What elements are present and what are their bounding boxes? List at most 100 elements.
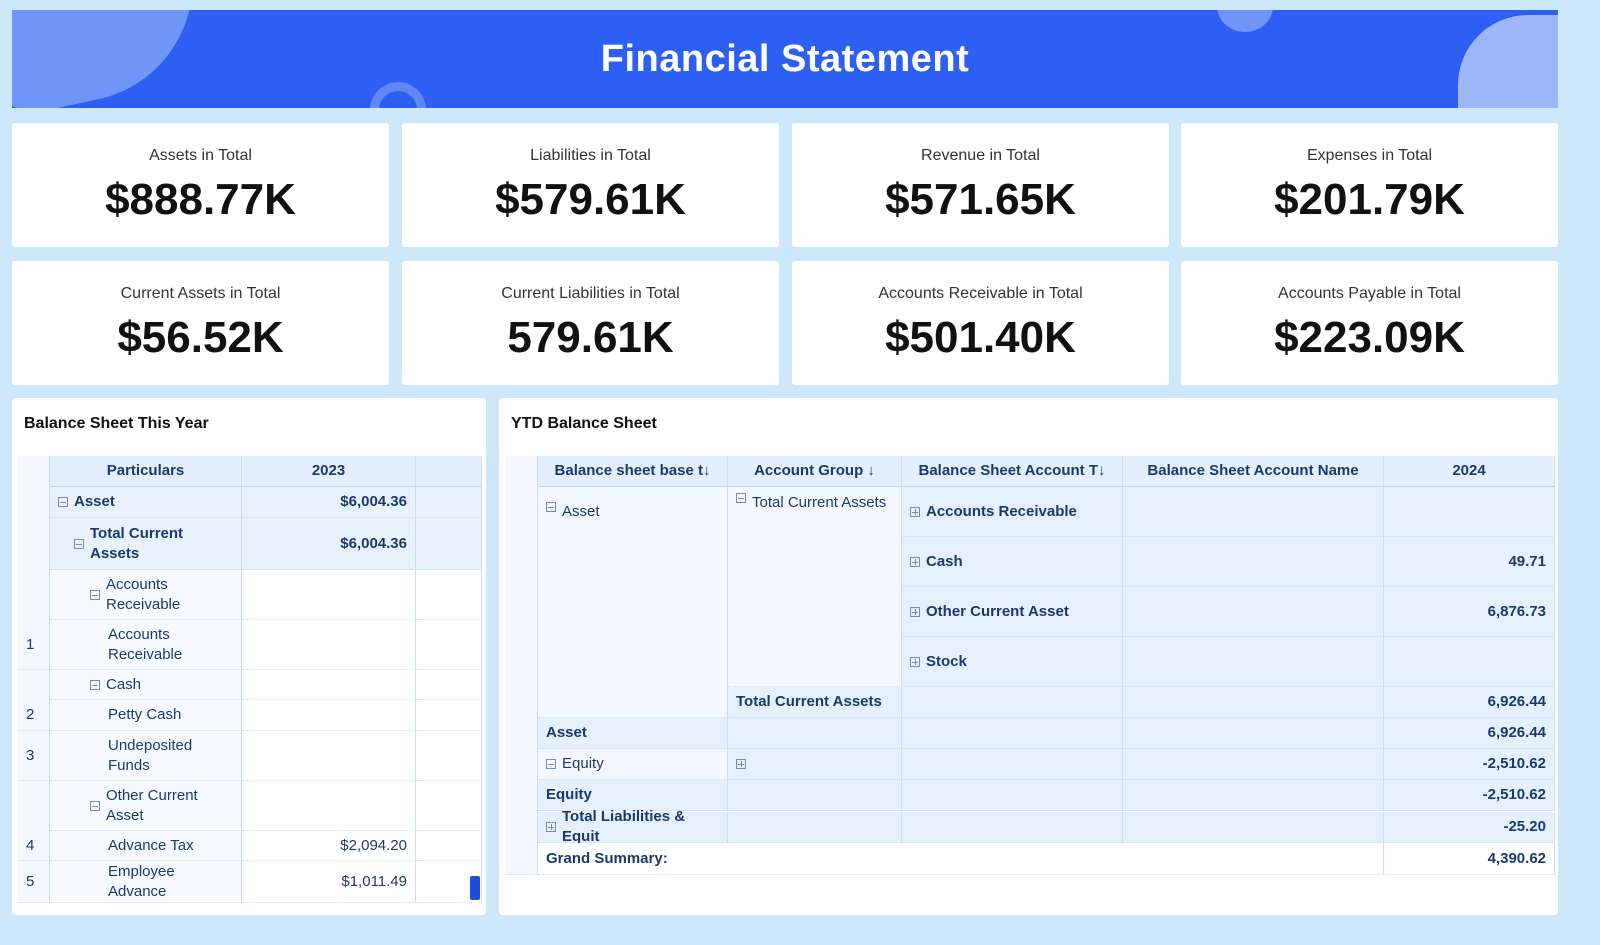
scroll-left-button[interactable] <box>470 876 480 900</box>
c[interactable] <box>728 749 902 780</box>
cell-text: Other Current Asset <box>106 786 198 824</box>
row-value: $1,011.49 <box>242 861 416 903</box>
expand-icon[interactable] <box>910 556 920 567</box>
cell-text: Asset <box>74 493 115 510</box>
c <box>902 812 1123 843</box>
row-label: Asset <box>538 718 728 749</box>
row-label[interactable]: Total Current Assets <box>50 518 242 570</box>
cell-text: Total Current Assets <box>752 494 887 511</box>
kpi-card: Revenue in Total $571.65K <box>792 123 1169 247</box>
row-label[interactable]: Other Current Asset <box>50 781 242 831</box>
row-label: Equity <box>538 780 728 811</box>
account-name <box>1123 487 1384 537</box>
row-value <box>242 700 416 731</box>
cell-text: Advance Tax <box>108 836 194 854</box>
row-label[interactable]: Total Liabilities & Equit <box>538 808 728 845</box>
cell-text: 2 <box>26 706 35 723</box>
collapse-icon[interactable] <box>546 759 556 769</box>
row-value <box>242 731 416 781</box>
cell-text: Petty Cash <box>108 706 182 723</box>
column-header: 2024 <box>1384 456 1555 487</box>
row-value <box>242 620 416 670</box>
row-label[interactable]: Asset <box>50 487 242 518</box>
kpi-value: $201.79K <box>1274 175 1465 224</box>
row-value <box>242 781 416 831</box>
c <box>1123 687 1384 718</box>
kpi-value: $571.65K <box>885 175 1076 224</box>
row-label[interactable]: Accounts Receivable <box>50 570 242 620</box>
kpi-label: Expenses in Total <box>1306 147 1433 164</box>
value-cell: -2,510.62 <box>1384 749 1555 780</box>
cell-text: Asset <box>546 724 587 741</box>
row-value <box>242 670 416 700</box>
kpi-label: Assets in Total <box>149 147 252 164</box>
collapse-icon[interactable] <box>90 679 100 690</box>
c <box>1123 780 1384 811</box>
c <box>902 780 1123 811</box>
cell-text: 5 <box>26 872 35 890</box>
account-type[interactable]: Cash <box>902 537 1123 587</box>
value-cell: 6,926.44 <box>1384 718 1555 749</box>
cell-text: Stock <box>926 652 967 670</box>
cell-text: Other Current Asset <box>926 602 1069 620</box>
c <box>1123 749 1384 780</box>
collapse-icon[interactable] <box>90 800 100 811</box>
column-header: Balance Sheet Account T↓ <box>902 456 1123 487</box>
cell-text: 4 <box>26 836 35 854</box>
collapse-icon[interactable] <box>736 493 746 503</box>
kpi-card: Current Liabilities in Total 579.61K <box>402 261 779 385</box>
expand-icon[interactable] <box>910 606 920 617</box>
value-cell: 49.71 <box>1384 537 1555 587</box>
account-type[interactable]: Accounts Receivable <box>902 487 1123 537</box>
expand-icon[interactable] <box>736 759 746 769</box>
cell-text: Employee Advance <box>108 862 175 900</box>
kpi-card: Current Assets in Total $56.52K <box>12 261 389 385</box>
c <box>1123 718 1384 749</box>
kpi-label: Liabilities in Total <box>530 147 651 164</box>
value-cell <box>1384 637 1555 687</box>
cell-text: 3 <box>26 746 35 764</box>
collapse-icon[interactable] <box>58 497 68 507</box>
blank-cell <box>416 731 482 781</box>
account-type[interactable]: Stock <box>902 637 1123 687</box>
cell-text: Undeposited Funds <box>108 736 193 774</box>
asset-group[interactable]: Asset <box>538 487 728 718</box>
cell-text: Cash <box>106 675 142 693</box>
cell-text: 49.71 <box>1508 552 1546 570</box>
decorative-dot <box>1217 10 1273 32</box>
column-header: Balance Sheet Account Name <box>1123 456 1384 487</box>
cell-text: -2,510.62 <box>1482 786 1546 803</box>
panel-title: Balance Sheet This Year <box>24 415 209 432</box>
cell-text: Total Current Assets <box>90 524 184 562</box>
cell-text: $6,004.36 <box>340 534 407 552</box>
cell-text: Equity <box>546 786 592 803</box>
cell-text: 6,926.44 <box>1487 724 1546 741</box>
grand-summary-value: 4,390.62 <box>1384 843 1555 875</box>
expand-icon[interactable] <box>910 506 920 517</box>
page-title: Financial Statement <box>600 38 970 80</box>
row-number-column <box>505 456 538 875</box>
row-number-column <box>18 456 50 903</box>
column-header: Account Group ↓ <box>728 456 902 487</box>
collapse-icon[interactable] <box>546 502 556 512</box>
kpi-card: Accounts Receivable in Total $501.40K <box>792 261 1169 385</box>
expand-icon[interactable] <box>910 656 920 667</box>
cell-text: $2,094.20 <box>340 836 407 854</box>
account-type[interactable]: Other Current Asset <box>902 587 1123 637</box>
account-name <box>1123 587 1384 637</box>
row-label[interactable]: Cash <box>50 670 242 700</box>
kpi-label: Accounts Payable in Total <box>1278 285 1461 302</box>
value-cell <box>1384 487 1555 537</box>
row-number: 5 <box>18 861 50 903</box>
collapse-icon[interactable] <box>74 538 84 549</box>
kpi-value: $888.77K <box>105 175 296 224</box>
collapse-icon[interactable] <box>90 589 100 600</box>
cell-text: Accounts Receivable <box>108 625 183 663</box>
account-group[interactable]: Total Current Assets <box>728 487 902 687</box>
row-label[interactable]: Equity <box>538 749 728 780</box>
expand-icon[interactable] <box>546 822 556 832</box>
row-label: Advance Tax <box>50 831 242 861</box>
cell-text: 1 <box>26 635 35 653</box>
blank-cell <box>416 620 482 670</box>
blank-cell <box>416 831 482 861</box>
